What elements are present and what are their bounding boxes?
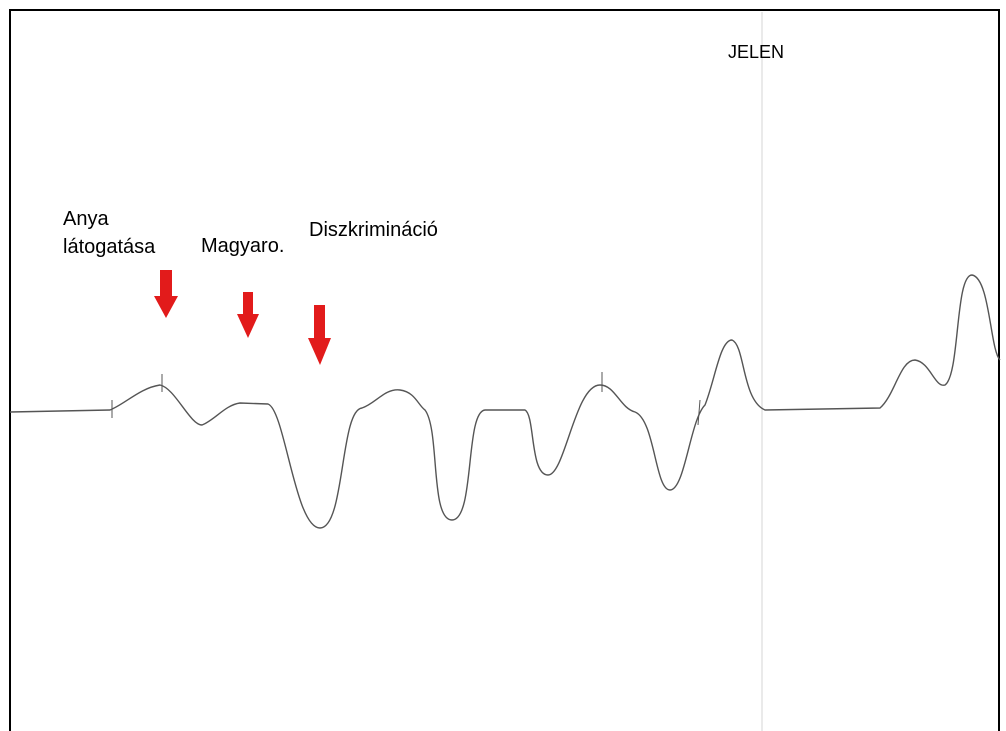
- annotation: Magyaro.: [201, 232, 284, 260]
- page: Anya látogatása Magyaro. Diszkrimináció …: [0, 0, 1006, 731]
- annotation-line: Anya: [63, 205, 155, 233]
- annotation: Diszkrimináció: [309, 216, 438, 244]
- frame: [10, 10, 999, 731]
- present-label: JELEN: [728, 38, 784, 66]
- annotation-line: látogatása: [63, 233, 155, 261]
- drawing: [0, 0, 1006, 731]
- annotation: Anya látogatása: [63, 205, 155, 261]
